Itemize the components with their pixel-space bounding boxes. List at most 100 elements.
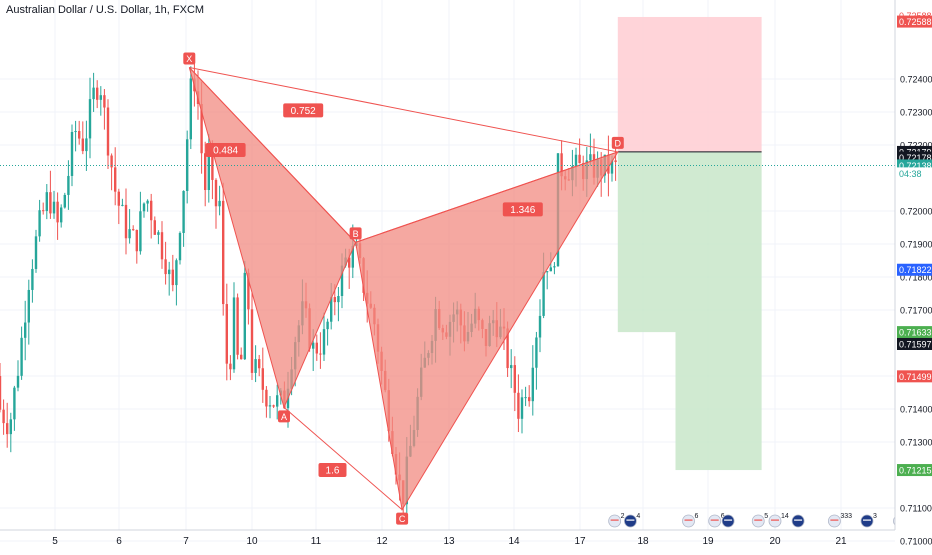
- candle-down: [506, 328, 509, 369]
- candle-down: [200, 104, 203, 154]
- event-us-flag-icon: [708, 514, 722, 528]
- candle-up: [175, 260, 178, 286]
- price-tag: 0.71499: [899, 372, 932, 382]
- candle-up: [189, 78, 192, 140]
- event-count: 14: [781, 513, 789, 520]
- candle-up: [610, 160, 614, 174]
- event-flag-stripe: [610, 519, 619, 521]
- candle-up: [74, 131, 77, 133]
- candle-down: [319, 353, 322, 355]
- candle-up: [546, 271, 549, 273]
- pattern-line-xd: [189, 66, 618, 153]
- candle-down: [240, 354, 243, 360]
- candle-down: [160, 232, 164, 260]
- candle-up: [121, 204, 124, 206]
- candle-down: [114, 167, 117, 192]
- price-tag-bg: [897, 326, 932, 339]
- candle-down: [106, 107, 110, 156]
- event-us-flag-icon: [608, 514, 622, 528]
- ratio-label: 1.346: [510, 205, 535, 216]
- price-tag-bg: [897, 370, 932, 383]
- candle-down: [117, 191, 120, 206]
- event-count: 4: [636, 513, 640, 520]
- ratio-badge: [283, 103, 324, 118]
- y-tick-label: 0.71300: [900, 438, 932, 448]
- candle-down: [528, 397, 531, 402]
- event-count: 3: [873, 513, 877, 520]
- x-tick-label: 12: [376, 536, 388, 547]
- candle-down: [6, 423, 9, 435]
- x-tick-label: 18: [637, 536, 649, 547]
- candle-down: [110, 155, 113, 168]
- pattern-point-d-badge: [611, 136, 624, 149]
- candle-up: [60, 207, 63, 223]
- price-tag: 0.71597: [899, 339, 932, 349]
- price-tag-bg: [897, 263, 932, 276]
- y-tick-label: 0.71900: [900, 240, 932, 250]
- x-tick-label: 7: [183, 536, 189, 547]
- event-au-flag-icon: [624, 514, 637, 528]
- event-count: 5: [764, 513, 768, 520]
- candle-up: [31, 268, 34, 290]
- candle-down: [153, 220, 156, 235]
- position-tool[interactable]: [617, 16, 762, 471]
- x-tick-label: 11: [311, 536, 322, 547]
- x-tick-label: 17: [574, 536, 586, 547]
- candle-down: [614, 160, 617, 163]
- pattern-point-a-label: A: [281, 412, 287, 422]
- candle-down: [132, 229, 135, 231]
- candle-down: [225, 304, 228, 364]
- candle-up: [268, 405, 272, 407]
- event-au-flag-icon: [860, 514, 874, 528]
- x-tick-label: 20: [769, 536, 781, 547]
- candle-up: [542, 272, 545, 316]
- event-flag-stripe: [626, 519, 635, 521]
- candle-down: [222, 200, 225, 305]
- candle-down: [229, 363, 232, 370]
- harmonic-pattern[interactable]: X A B C D 0.484 0.752 1.346 1.6: [183, 52, 624, 525]
- candle-down: [49, 192, 52, 214]
- candle-down: [250, 309, 254, 373]
- ratio-badge: [205, 142, 246, 157]
- candle-up: [207, 154, 210, 191]
- candle-up: [9, 419, 12, 435]
- candle-up: [178, 232, 182, 261]
- candle-down: [348, 257, 351, 268]
- price-axis-labels: 0.725880.725880.721790.721780.7213804:38…: [897, 9, 932, 477]
- price-tag: 04:38: [899, 169, 922, 179]
- candle-up: [312, 342, 315, 349]
- candle-up: [574, 154, 578, 167]
- candle-up: [276, 395, 279, 407]
- candle-up: [510, 365, 513, 369]
- price-tag-bg: [897, 167, 932, 180]
- candle-up: [182, 190, 185, 233]
- event-flag-stripe: [771, 519, 779, 521]
- candle-up: [351, 245, 354, 268]
- chart-title: Australian Dollar / U.S. Dollar, 1h, FXC…: [6, 4, 205, 16]
- candle-up: [330, 297, 333, 322]
- x-tick-label: 10: [246, 536, 258, 547]
- price-tag: 0.72178: [899, 153, 932, 163]
- candle-down: [124, 204, 128, 239]
- candle-down: [78, 131, 81, 139]
- candle-down: [211, 154, 214, 180]
- candle-up: [13, 387, 16, 420]
- y-tick-label: 0.72200: [900, 141, 932, 151]
- candle-down: [258, 359, 261, 369]
- event-flag-stripe: [710, 519, 719, 521]
- candle-down: [560, 153, 563, 177]
- target-zone-2: [675, 151, 762, 471]
- candle-up: [232, 297, 236, 370]
- candle-down: [261, 368, 264, 390]
- y-tick-label: 0.71100: [900, 504, 932, 514]
- price-tag: 0.72138: [899, 161, 932, 171]
- candle-down: [333, 297, 336, 303]
- y-tick-label: 0.71400: [900, 405, 932, 415]
- candle-up: [538, 315, 542, 338]
- candle-up: [45, 192, 48, 212]
- event-flag-stripe: [754, 519, 763, 521]
- candle-down: [135, 229, 138, 252]
- candle-up: [142, 203, 146, 212]
